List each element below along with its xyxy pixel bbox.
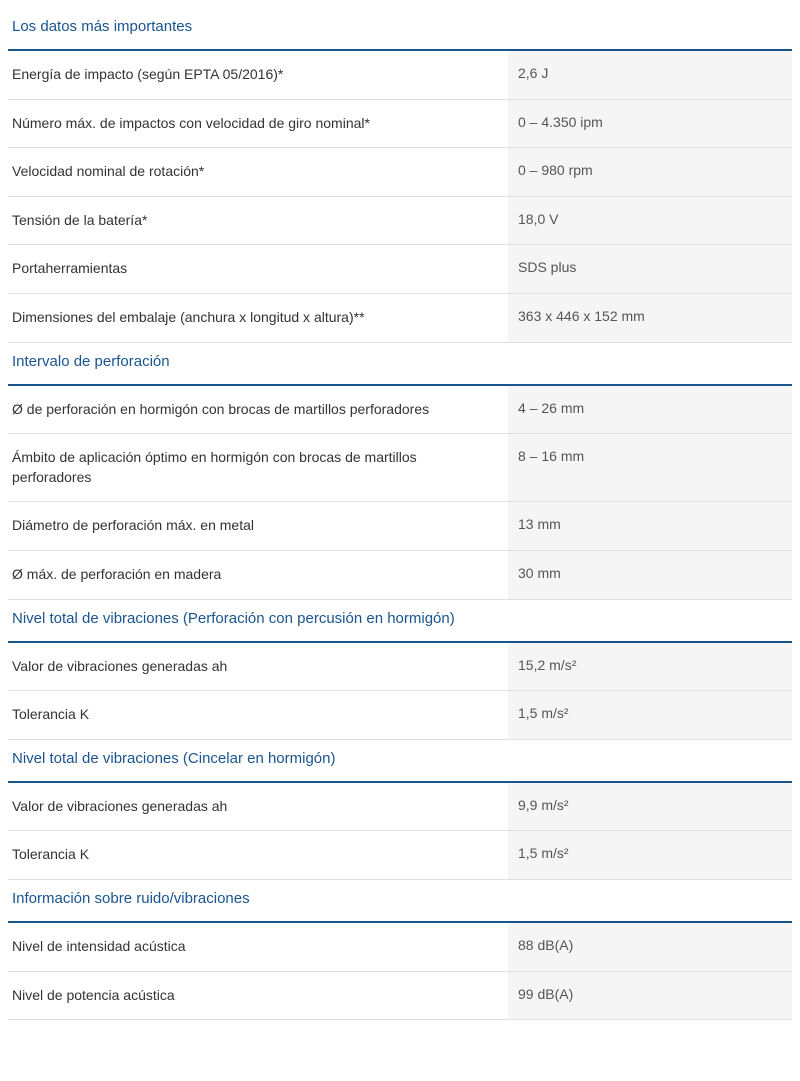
table-row: Número máx. de impactos con velocidad de… [8, 100, 792, 149]
table-row: PortaherramientasSDS plus [8, 245, 792, 294]
row-value: 30 mm [508, 551, 792, 599]
row-label: Ámbito de aplicación óptimo en hormigón … [8, 434, 508, 501]
table-row: Nivel de potencia acústica99 dB(A) [8, 972, 792, 1021]
row-value: 0 – 4.350 ipm [508, 100, 792, 148]
row-value: 13 mm [508, 502, 792, 550]
section-title: Nivel total de vibraciones (Cincelar en … [8, 740, 792, 781]
row-value: 4 – 26 mm [508, 386, 792, 434]
table-row: Energía de impacto (según EPTA 05/2016)*… [8, 51, 792, 100]
table-row: Ø máx. de perforación en madera30 mm [8, 551, 792, 600]
row-label: Valor de vibraciones generadas ah [8, 783, 508, 831]
row-value: 18,0 V [508, 197, 792, 245]
row-label: Tolerancia K [8, 691, 508, 739]
row-value: 15,2 m/s² [508, 643, 792, 691]
row-label: Energía de impacto (según EPTA 05/2016)* [8, 51, 508, 99]
table-row: Diámetro de perforación máx. en metal13 … [8, 502, 792, 551]
section-title: Intervalo de perforación [8, 343, 792, 384]
table-row: Valor de vibraciones generadas ah15,2 m/… [8, 643, 792, 692]
row-label: Dimensiones del embalaje (anchura x long… [8, 294, 508, 342]
table-row: Valor de vibraciones generadas ah9,9 m/s… [8, 783, 792, 832]
row-label: Velocidad nominal de rotación* [8, 148, 508, 196]
row-label: Tolerancia K [8, 831, 508, 879]
table-row: Tensión de la batería*18,0 V [8, 197, 792, 246]
row-label: Tensión de la batería* [8, 197, 508, 245]
section-title: Información sobre ruido/vibraciones [8, 880, 792, 921]
row-label: Nivel de intensidad acústica [8, 923, 508, 971]
row-value: 99 dB(A) [508, 972, 792, 1020]
row-label: Diámetro de perforación máx. en metal [8, 502, 508, 550]
table-row: Nivel de intensidad acústica88 dB(A) [8, 923, 792, 972]
row-label: Número máx. de impactos con velocidad de… [8, 100, 508, 148]
row-value: 2,6 J [508, 51, 792, 99]
section-title: Nivel total de vibraciones (Perforación … [8, 600, 792, 641]
table-row: Velocidad nominal de rotación*0 – 980 rp… [8, 148, 792, 197]
row-value: 1,5 m/s² [508, 831, 792, 879]
spec-table: Los datos más importantesEnergía de impa… [8, 8, 792, 1020]
row-label: Valor de vibraciones generadas ah [8, 643, 508, 691]
row-value: 8 – 16 mm [508, 434, 792, 501]
section-title: Los datos más importantes [8, 8, 792, 49]
table-row: Tolerancia K1,5 m/s² [8, 691, 792, 740]
row-value: 0 – 980 rpm [508, 148, 792, 196]
row-label: Ø de perforación en hormigón con brocas … [8, 386, 508, 434]
row-label: Ø máx. de perforación en madera [8, 551, 508, 599]
row-label: Portaherramientas [8, 245, 508, 293]
table-row: Ø de perforación en hormigón con brocas … [8, 386, 792, 435]
row-value: 88 dB(A) [508, 923, 792, 971]
row-value: SDS plus [508, 245, 792, 293]
table-row: Tolerancia K1,5 m/s² [8, 831, 792, 880]
row-label: Nivel de potencia acústica [8, 972, 508, 1020]
row-value: 1,5 m/s² [508, 691, 792, 739]
table-row: Ámbito de aplicación óptimo en hormigón … [8, 434, 792, 502]
table-row: Dimensiones del embalaje (anchura x long… [8, 294, 792, 343]
row-value: 9,9 m/s² [508, 783, 792, 831]
row-value: 363 x 446 x 152 mm [508, 294, 792, 342]
